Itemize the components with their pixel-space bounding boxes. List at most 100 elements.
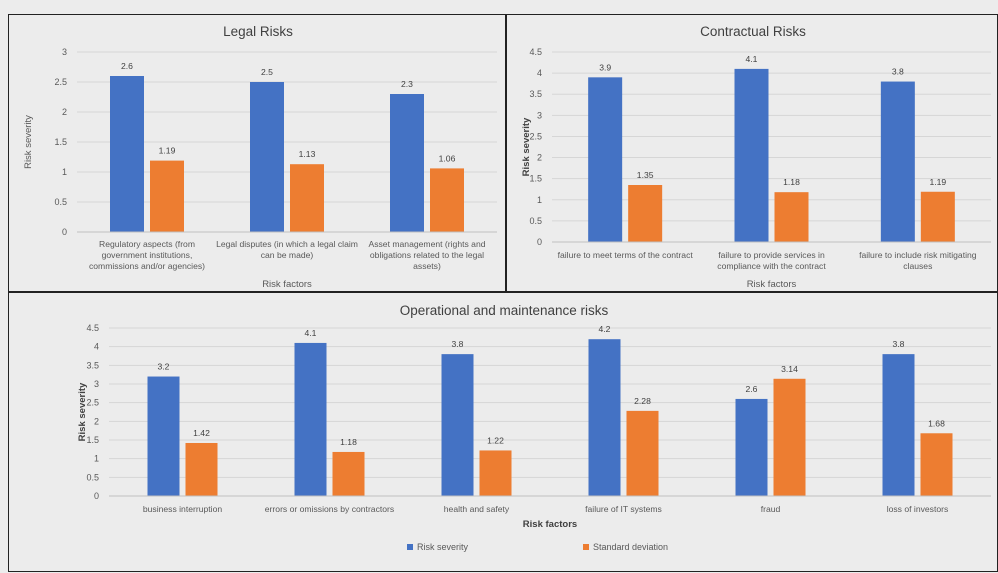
bar-standard-deviation xyxy=(479,450,512,496)
data-label: 1.06 xyxy=(439,153,456,163)
bar-risk-severity xyxy=(735,398,768,496)
data-label: 1.18 xyxy=(340,437,357,447)
x-category-label: health and safety xyxy=(444,504,510,514)
bar-risk-severity xyxy=(588,77,623,242)
bar-standard-deviation xyxy=(185,442,218,496)
y-tick-label: 4 xyxy=(94,342,99,352)
bar-standard-deviation xyxy=(430,168,464,232)
bar-standard-deviation xyxy=(626,410,659,496)
data-label: 3.2 xyxy=(158,362,170,372)
data-label: 1.13 xyxy=(299,149,316,159)
data-label: 2.3 xyxy=(401,79,413,89)
bar-risk-severity xyxy=(882,354,915,496)
x-category-label: Legal disputes (in which a legal claim ca… xyxy=(216,239,358,260)
y-tick-label: 0 xyxy=(94,491,99,501)
y-tick-label: 0 xyxy=(537,237,542,247)
bar-standard-deviation xyxy=(628,185,663,242)
legal-risks-chart: Legal Risks 0 0.5 1 1.5 2 2.5 3 2.6 1.19 Regulator… xyxy=(23,24,497,290)
x-category-label-line: assets) xyxy=(413,261,441,271)
bar-standard-deviation xyxy=(774,192,809,242)
data-label: 1.35 xyxy=(637,170,654,180)
x-category-label-line: Legal disputes (in which a legal claim xyxy=(216,239,358,249)
contractual-risks-chart: Contractual Risks 0 0.5 1 1.5 2 2.5 3 3.5 4 4.5 3.9… xyxy=(521,24,991,290)
y-tick-label: 0.5 xyxy=(529,216,542,226)
x-category-label-line: clauses xyxy=(903,261,932,271)
y-tick-label: 3 xyxy=(537,110,542,120)
y-tick-label: 4.5 xyxy=(86,323,99,333)
x-category-label-line: loss of investors xyxy=(887,504,949,514)
x-category-label: Regulatory aspects (from government insti… xyxy=(89,239,205,271)
y-tick-label: 3.5 xyxy=(86,360,99,370)
data-label: 3.14 xyxy=(781,364,798,374)
y-tick-label: 3 xyxy=(94,379,99,389)
data-label: 3.8 xyxy=(892,67,904,77)
y-tick-label: 3 xyxy=(62,47,67,57)
data-label: 4.1 xyxy=(746,54,758,64)
y-axis-label: Risk severity xyxy=(77,382,88,441)
bar-risk-severity xyxy=(588,339,621,496)
x-category-label: errors or omissions by contractors xyxy=(265,504,394,514)
data-label: 1.42 xyxy=(193,428,210,438)
bar-risk-severity xyxy=(294,342,327,496)
x-category-label-line: failure to meet terms of the contract xyxy=(558,250,694,260)
data-label: 1.19 xyxy=(929,177,946,187)
operational-risks-chart: Operational and maintenance risks 0 0.5 1 1.… xyxy=(77,303,991,552)
data-label: 2.28 xyxy=(634,396,651,406)
data-label: 2.5 xyxy=(261,67,273,77)
contractual-risks-panel: Contractual Risks 0 0.5 1 1.5 2 2.5 3 3.5 4 4.5 3.9… xyxy=(506,14,998,292)
legend-label: Standard deviation xyxy=(593,542,668,552)
x-category-label-line: can be made) xyxy=(261,250,314,260)
bar-risk-severity xyxy=(441,354,474,496)
data-label: 1.22 xyxy=(487,435,504,445)
bar-standard-deviation xyxy=(773,378,806,496)
y-tick-label: 1.5 xyxy=(86,435,99,445)
bar-standard-deviation xyxy=(920,433,953,496)
y-tick-label: 1 xyxy=(94,454,99,464)
y-tick-label: 2.5 xyxy=(529,131,542,141)
x-category-label-line: obligations related to the legal xyxy=(370,250,484,260)
bar-risk-severity xyxy=(390,94,424,232)
y-tick-label: 2 xyxy=(94,416,99,426)
x-category-label: failure to provide services in compliance… xyxy=(717,250,826,271)
operational-risks-panel: Operational and maintenance risks 0 0.5 1 1.… xyxy=(8,292,998,572)
x-axis-label: Risk factors xyxy=(747,279,797,290)
legend-swatch-risk-severity xyxy=(407,544,413,550)
x-category-label-line: Asset management (rights and xyxy=(368,239,485,249)
y-tick-label: 0.5 xyxy=(54,197,67,207)
data-label: 1.18 xyxy=(783,177,800,187)
x-category-label: failure to meet terms of the contract xyxy=(558,250,694,260)
y-tick-label: 4.5 xyxy=(529,47,542,57)
data-label: 3.8 xyxy=(893,339,905,349)
x-category-label-line: failure of IT systems xyxy=(585,504,662,514)
y-tick-label: 1.5 xyxy=(529,174,542,184)
y-tick-label: 0 xyxy=(62,227,67,237)
x-category-label: loss of investors xyxy=(887,504,949,514)
y-axis-label: Risk severity xyxy=(23,115,34,169)
legend-swatch-standard-deviation xyxy=(583,544,589,550)
data-label: 4.2 xyxy=(599,324,611,334)
x-category-label-line: health and safety xyxy=(444,504,510,514)
bar-risk-severity xyxy=(880,81,915,242)
x-category-label-line: failure to provide services in xyxy=(718,250,825,260)
bar-standard-deviation xyxy=(920,191,955,242)
x-axis-label: Risk factors xyxy=(523,519,577,530)
y-tick-label: 3.5 xyxy=(529,89,542,99)
x-category-label: Asset management (rights and obligations … xyxy=(368,239,485,271)
chart-title: Operational and maintenance risks xyxy=(400,303,609,318)
y-tick-label: 1.5 xyxy=(54,137,67,147)
y-axis-label: Risk severity xyxy=(521,117,532,176)
data-label: 3.9 xyxy=(599,62,611,72)
bar-standard-deviation xyxy=(332,451,365,496)
x-category-label-line: business interruption xyxy=(143,504,223,514)
x-category-label: business interruption xyxy=(143,504,223,514)
data-label: 2.6 xyxy=(121,61,133,71)
x-category-label: failure of IT systems xyxy=(585,504,662,514)
data-label: 2.6 xyxy=(746,384,758,394)
legal-risks-panel: Legal Risks 0 0.5 1 1.5 2 2.5 3 2.6 1.19 Regulator… xyxy=(8,14,506,292)
bar-standard-deviation xyxy=(150,160,184,232)
data-label: 3.8 xyxy=(452,339,464,349)
x-axis-label: Risk factors xyxy=(262,279,312,290)
bar-risk-severity xyxy=(110,76,144,232)
data-label: 1.68 xyxy=(928,418,945,428)
bar-risk-severity xyxy=(734,68,769,242)
